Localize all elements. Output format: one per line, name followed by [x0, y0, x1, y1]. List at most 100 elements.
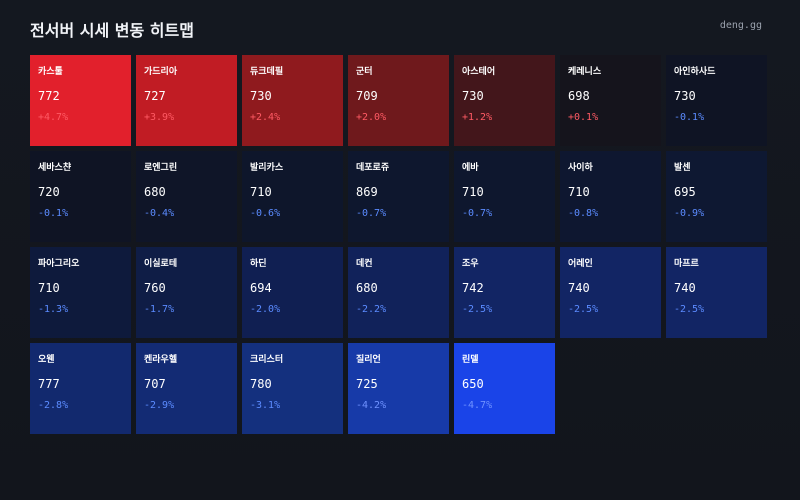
heatmap-cell[interactable]: 가드리아 727 +3.9%	[136, 55, 237, 146]
heatmap-cell[interactable]: 데컨 680 -2.2%	[348, 247, 449, 338]
price-change: -2.9%	[144, 400, 175, 411]
server-name: 에바	[462, 163, 479, 173]
server-price: 720	[38, 185, 60, 199]
server-price: 650	[462, 377, 484, 391]
heatmap-cell[interactable]: 이실로테 760 -1.7%	[136, 247, 237, 338]
price-change: +2.0%	[356, 112, 387, 123]
server-name: 로엔그린	[144, 163, 178, 173]
server-price: 695	[674, 185, 696, 199]
page-title: 전서버 시세 변동 히트맵	[30, 21, 194, 40]
heatmap-cell[interactable]: 린델 650 -4.7%	[454, 343, 555, 434]
price-change: +1.2%	[462, 112, 493, 123]
price-change: -0.4%	[144, 208, 175, 219]
server-price: 780	[250, 377, 272, 391]
heatmap-cell[interactable]: 크리스터 780 -3.1%	[242, 343, 343, 434]
server-name: 아인하사드	[674, 67, 716, 77]
price-change: -0.7%	[462, 208, 493, 219]
price-change: -4.2%	[356, 400, 387, 411]
heatmap-cell[interactable]: 어레인 740 -2.5%	[560, 247, 661, 338]
server-name: 질리언	[356, 355, 381, 365]
server-price: 710	[38, 281, 60, 295]
heatmap-cell[interactable]: 아스테어 730 +1.2%	[454, 55, 555, 146]
heatmap-cell[interactable]: 파아그리오 710 -1.3%	[30, 247, 131, 338]
price-change: -1.7%	[144, 304, 175, 315]
server-price: 869	[356, 185, 378, 199]
server-price: 680	[144, 185, 166, 199]
price-change: +4.7%	[38, 112, 69, 123]
heatmap-cell[interactable]: 데포로쥬 869 -0.7%	[348, 151, 449, 242]
server-price: 698	[568, 89, 590, 103]
server-name: 하딘	[250, 259, 267, 269]
server-price: 727	[144, 89, 166, 103]
server-name: 발센	[674, 163, 691, 173]
server-name: 아스테어	[462, 67, 496, 77]
server-name: 파아그리오	[38, 259, 80, 269]
server-price: 710	[250, 185, 272, 199]
heatmap-cell[interactable]: 아인하사드 730 -0.1%	[666, 55, 767, 146]
server-name: 이실로테	[144, 259, 178, 269]
server-price: 707	[144, 377, 166, 391]
price-change: -0.7%	[356, 208, 387, 219]
server-price: 709	[356, 89, 378, 103]
heatmap-cell[interactable]: 카스툴 772 +4.7%	[30, 55, 131, 146]
server-price: 742	[462, 281, 484, 295]
server-price: 680	[356, 281, 378, 295]
price-change: -2.5%	[462, 304, 493, 315]
server-name: 조우	[462, 259, 479, 269]
heatmap-cell[interactable]: 듀크데필 730 +2.4%	[242, 55, 343, 146]
server-name: 발리카스	[250, 163, 284, 173]
server-price: 730	[462, 89, 484, 103]
server-price: 694	[250, 281, 272, 295]
heatmap-cell[interactable]: 로엔그린 680 -0.4%	[136, 151, 237, 242]
server-name: 군터	[356, 67, 373, 77]
server-price: 725	[356, 377, 378, 391]
heatmap-cell[interactable]: 세바스챤 720 -0.1%	[30, 151, 131, 242]
server-name: 사이하	[568, 163, 593, 173]
heatmap-cell[interactable]: 마프르 740 -2.5%	[666, 247, 767, 338]
server-price: 730	[250, 89, 272, 103]
heatmap-cell[interactable]: 질리언 725 -4.2%	[348, 343, 449, 434]
server-price: 772	[38, 89, 60, 103]
price-change: -2.5%	[568, 304, 599, 315]
price-change: -2.5%	[674, 304, 705, 315]
heatmap-cell[interactable]: 사이하 710 -0.8%	[560, 151, 661, 242]
heatmap-cell[interactable]: 군터 709 +2.0%	[348, 55, 449, 146]
server-price: 740	[568, 281, 590, 295]
heatmap-cell[interactable]: 발리카스 710 -0.6%	[242, 151, 343, 242]
price-change: -0.8%	[568, 208, 599, 219]
server-name: 카스툴	[38, 67, 63, 77]
price-change: -1.3%	[38, 304, 69, 315]
heatmap-cell[interactable]: 에바 710 -0.7%	[454, 151, 555, 242]
server-name: 켄라우헬	[144, 355, 178, 365]
price-change: -0.1%	[38, 208, 69, 219]
server-price: 730	[674, 89, 696, 103]
heatmap-cell[interactable]: 켄라우헬 707 -2.9%	[136, 343, 237, 434]
price-change: +0.1%	[568, 112, 599, 123]
server-price: 710	[462, 185, 484, 199]
brand-label: deng.gg	[719, 20, 762, 31]
price-change: -0.1%	[674, 112, 705, 123]
heatmap-cell[interactable]: 발센 695 -0.9%	[666, 151, 767, 242]
heatmap-grid: 카스툴 772 +4.7% 가드리아 727 +3.9% 듀크데필 730 +2.4% 군터 709…	[30, 55, 768, 435]
server-price: 777	[38, 377, 60, 391]
price-change: -2.8%	[38, 400, 69, 411]
server-name: 린델	[462, 355, 479, 365]
heatmap-cell[interactable]: 조우 742 -2.5%	[454, 247, 555, 338]
server-price: 760	[144, 281, 166, 295]
server-name: 어레인	[568, 259, 593, 269]
price-change: -3.1%	[250, 400, 281, 411]
server-name: 데컨	[356, 259, 373, 269]
heatmap-cell[interactable]: 하딘 694 -2.0%	[242, 247, 343, 338]
server-name: 데포로쥬	[356, 163, 390, 173]
price-change: +3.9%	[144, 112, 175, 123]
server-name: 크리스터	[250, 355, 284, 365]
price-change: -2.0%	[250, 304, 281, 315]
heatmap-cell[interactable]: 오웬 777 -2.8%	[30, 343, 131, 434]
server-name: 가드리아	[144, 67, 178, 77]
price-change: -0.6%	[250, 208, 281, 219]
server-name: 마프르	[674, 259, 699, 269]
server-price: 740	[674, 281, 696, 295]
heatmap-cell[interactable]: 케레니스 698 +0.1%	[560, 55, 661, 146]
price-change: -2.2%	[356, 304, 387, 315]
